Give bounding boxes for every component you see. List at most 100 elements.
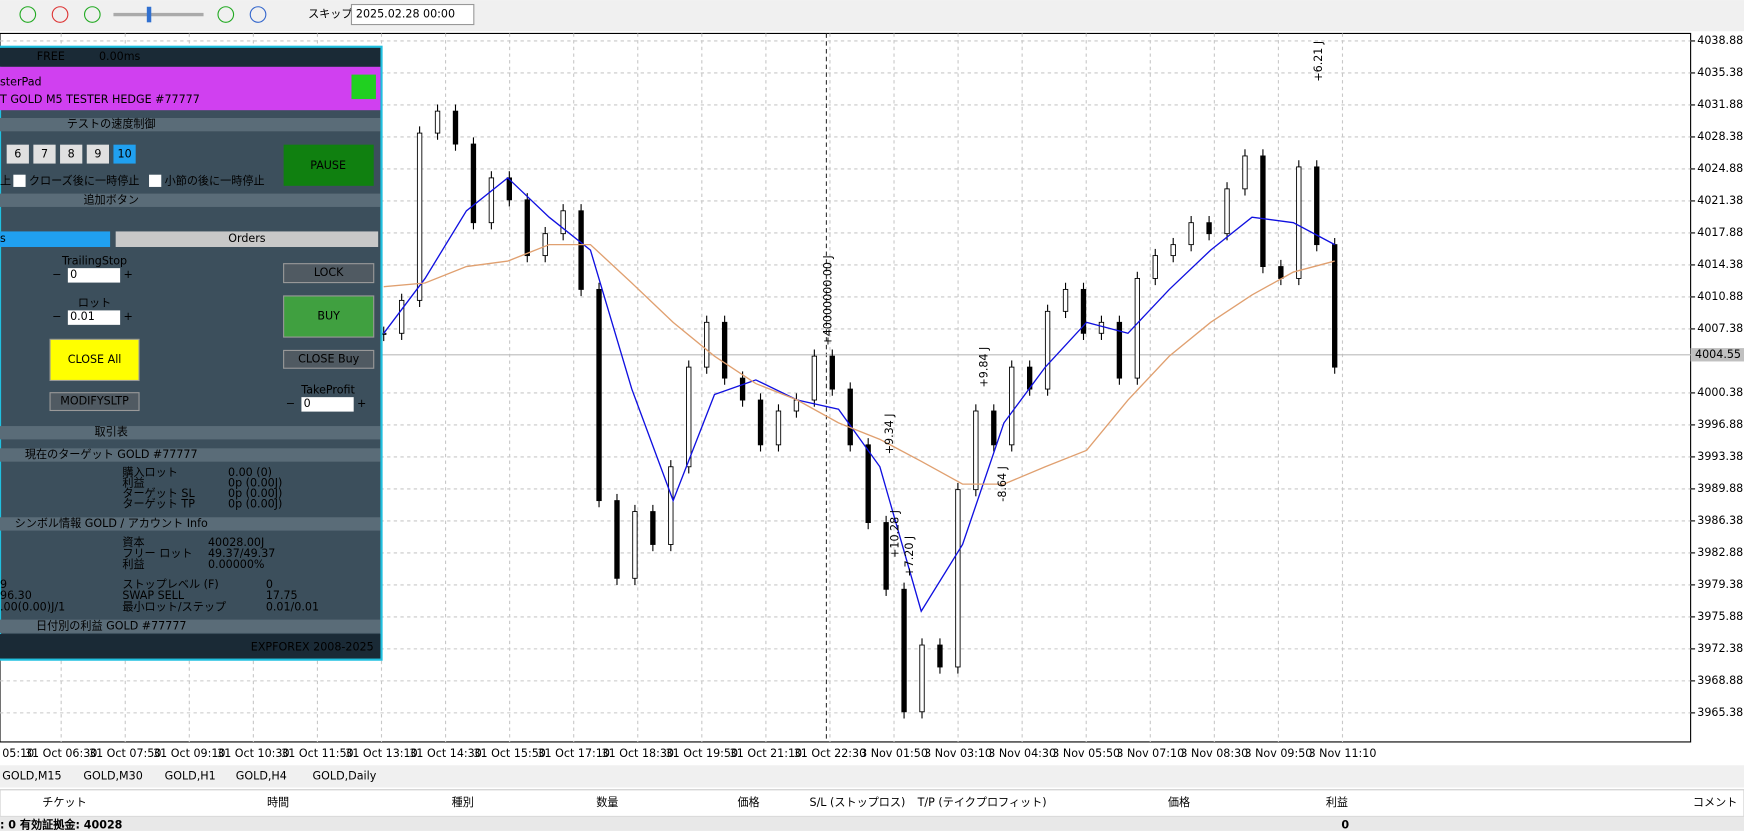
speed-button[interactable] xyxy=(6,144,29,164)
candle-body xyxy=(1116,321,1123,379)
button[interactable] xyxy=(283,295,375,338)
pause-button[interactable] xyxy=(283,144,374,186)
speed-button[interactable] xyxy=(86,144,109,164)
x-tick-label: 31 Oct 15:50 xyxy=(473,747,545,760)
x-tick-label: 3 Nov 01:50 xyxy=(860,747,928,760)
section-title: シンボル情報 GOLD / アカウント Info xyxy=(15,517,208,530)
trade-annotation: +7.20 J xyxy=(903,536,916,577)
forward-button[interactable] xyxy=(217,6,235,23)
candle-body xyxy=(1224,188,1230,235)
candle-body xyxy=(434,110,441,134)
candle-body xyxy=(506,177,512,201)
checkbox[interactable] xyxy=(13,174,26,187)
y-tick-label: 3996.88 xyxy=(1697,418,1743,431)
tab-bar xyxy=(0,765,1744,788)
play-button[interactable] xyxy=(19,6,37,23)
y-tick-label: 3972.38 xyxy=(1697,642,1743,655)
column-header[interactable]: 時間 xyxy=(267,796,289,809)
candle-body xyxy=(919,644,925,713)
row-label: ターゲット TP xyxy=(122,497,195,510)
candle-body xyxy=(524,199,530,257)
candle-body xyxy=(1080,288,1087,334)
section-bar xyxy=(0,193,381,207)
candle-body xyxy=(901,588,907,713)
candle-body xyxy=(883,522,889,590)
column-header[interactable]: 価格 xyxy=(1168,795,1190,809)
y-tick-label: 4028.38 xyxy=(1697,130,1743,143)
column-header[interactable]: 価格 xyxy=(737,795,759,809)
skip-label[interactable]: スキップ xyxy=(308,8,352,21)
column-header[interactable]: S/L (ストップロス) xyxy=(810,796,906,809)
column-header[interactable]: 利益 xyxy=(1326,795,1348,809)
slider-thumb[interactable] xyxy=(146,6,152,23)
trade-annotation: +10.28 J xyxy=(888,510,901,558)
field-label: TakeProfit xyxy=(300,383,355,396)
y-tick-label: 4007.38 xyxy=(1697,322,1743,335)
button[interactable] xyxy=(283,349,375,369)
row-value: 96.30 xyxy=(0,589,32,602)
minus: − xyxy=(52,268,61,281)
candle-body xyxy=(578,210,584,290)
section-bar xyxy=(0,117,381,132)
candle-body xyxy=(739,377,746,401)
y-tick-label: 3993.38 xyxy=(1697,450,1743,463)
tab[interactable] xyxy=(115,231,379,247)
end-button[interactable] xyxy=(249,6,267,23)
row-value: 0 xyxy=(266,578,273,591)
candle-body xyxy=(1152,255,1158,279)
button[interactable] xyxy=(49,392,140,412)
button[interactable] xyxy=(283,263,375,284)
rewind-button[interactable] xyxy=(83,6,101,23)
plus: + xyxy=(357,397,366,410)
button[interactable] xyxy=(49,338,140,382)
x-tick-label: 31 Oct 10:30 xyxy=(217,747,289,760)
chart-tab[interactable]: GOLD,M30 xyxy=(83,769,142,782)
candle-body xyxy=(1332,244,1338,368)
candle-body xyxy=(793,399,800,412)
toolbar xyxy=(0,0,1744,32)
panel-subtitle: T GOLD M5 TESTER HEDGE #77777 xyxy=(0,93,200,106)
stop-button[interactable] xyxy=(51,6,69,23)
candle-body xyxy=(542,233,548,257)
checkbox[interactable] xyxy=(149,174,162,187)
chart-tab[interactable]: GOLD,H1 xyxy=(165,769,216,782)
column-header[interactable]: T/P (テイクプロフィット) xyxy=(917,796,1047,809)
candle-body xyxy=(829,355,835,390)
pause-label: PAUSE xyxy=(310,159,346,172)
chart-tab[interactable]: GOLD,Daily xyxy=(313,769,377,782)
candle-body xyxy=(1314,166,1320,246)
button-label: LOCK xyxy=(314,266,344,279)
candle-body xyxy=(865,444,871,523)
x-tick-label: 31 Oct 07:50 xyxy=(89,747,161,760)
y-tick-label: 4021.38 xyxy=(1697,194,1743,207)
x-tick-label: 3 Nov 07:10 xyxy=(1116,747,1184,760)
tab-label: s xyxy=(0,232,6,245)
candle-body xyxy=(1188,222,1194,246)
x-tick-label: 3 Nov 03:10 xyxy=(924,747,992,760)
tab-active[interactable] xyxy=(0,231,111,247)
x-tick-label: 3 Nov 05:50 xyxy=(1052,747,1120,760)
x-tick-label: 3 Nov 11:10 xyxy=(1309,747,1377,760)
footer: EXPFOREX 2008-2025 xyxy=(251,640,374,653)
chart-tab[interactable]: GOLD,M15 xyxy=(2,769,61,782)
date-box[interactable] xyxy=(350,3,475,26)
row-label: 最小ロット/ステップ xyxy=(122,600,226,613)
button-label: MODIFYSLTP xyxy=(60,395,129,408)
input-box[interactable] xyxy=(67,268,121,283)
free-label: FREE xyxy=(37,50,65,63)
candle-body xyxy=(1278,266,1284,279)
column-header[interactable]: コメント xyxy=(1693,796,1737,809)
column-header[interactable]: 種別 xyxy=(452,795,474,809)
input-box[interactable] xyxy=(301,397,354,412)
trade-annotation: +9.34 J xyxy=(883,413,896,454)
column-header[interactable]: 数量 xyxy=(596,796,618,809)
speed-button[interactable] xyxy=(33,144,56,164)
speed-button[interactable] xyxy=(60,144,83,164)
button-label: CLOSE Buy xyxy=(298,352,360,365)
y-tick-label: 4017.88 xyxy=(1697,226,1743,239)
input-box[interactable] xyxy=(67,310,121,325)
chart-tab[interactable]: GOLD,H4 xyxy=(236,769,287,782)
speed-button[interactable] xyxy=(113,144,136,164)
column-header[interactable]: チケット xyxy=(42,796,86,809)
